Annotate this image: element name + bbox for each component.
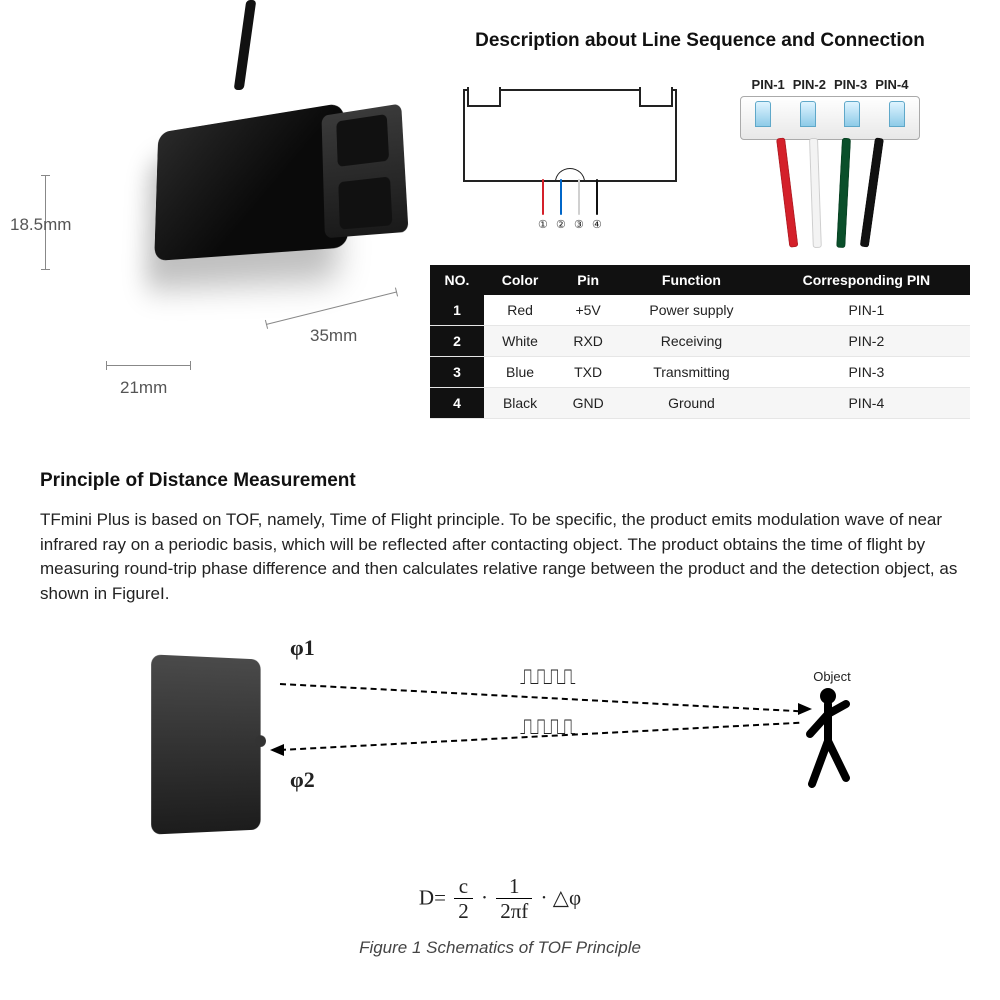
table-cell: PIN-4 bbox=[763, 388, 970, 419]
table-cell: 4 bbox=[430, 388, 484, 419]
principle-heading: Principle of Distance Measurement bbox=[40, 470, 960, 492]
dim-length-label: 35mm bbox=[310, 326, 357, 346]
tof-diagram: φ1 ⎍⎍⎍⎍ ⎍⎍⎍⎍ φ2 Object bbox=[120, 629, 880, 869]
table-header: Corresponding PIN bbox=[763, 265, 970, 295]
connector-diagram: PIN-1 PIN-2 PIN-3 PIN-4 bbox=[715, 77, 945, 247]
dim-width-label: 21mm bbox=[120, 378, 167, 398]
outgoing-wave-icon: ⎍⎍⎍⎍ bbox=[520, 665, 574, 690]
connector-wire bbox=[776, 137, 798, 247]
table-row: 2WhiteRXDReceivingPIN-2 bbox=[430, 326, 970, 357]
table-cell: White bbox=[484, 326, 556, 357]
connector-wire bbox=[809, 138, 822, 248]
sensor-body bbox=[154, 103, 348, 261]
table-row: 3BlueTXDTransmittingPIN-3 bbox=[430, 357, 970, 388]
table-cell: 1 bbox=[430, 295, 484, 326]
rear-wire: ① bbox=[542, 179, 544, 215]
arrow-return bbox=[270, 744, 284, 756]
table-cell: PIN-3 bbox=[763, 357, 970, 388]
rear-wire: ② bbox=[560, 179, 562, 215]
rear-view-diagram: ①②③④ bbox=[455, 77, 685, 227]
dim-line-width bbox=[106, 365, 191, 366]
connector-wire bbox=[836, 138, 851, 248]
pin-label: PIN-2 bbox=[793, 77, 826, 92]
table-cell: Transmitting bbox=[620, 357, 763, 388]
table-cell: PIN-1 bbox=[763, 295, 970, 326]
connector-wire bbox=[860, 137, 884, 247]
table-cell: 2 bbox=[430, 326, 484, 357]
table-cell: GND bbox=[556, 388, 620, 419]
table-header: Color bbox=[484, 265, 556, 295]
phi2-label: φ2 bbox=[290, 767, 315, 793]
tof-sensor-icon bbox=[151, 654, 260, 834]
object-label: Object bbox=[802, 669, 862, 684]
table-cell: Power supply bbox=[620, 295, 763, 326]
table-cell: Black bbox=[484, 388, 556, 419]
sensor-cable bbox=[234, 0, 257, 90]
pin-table: NO.ColorPinFunctionCorresponding PIN 1Re… bbox=[430, 265, 970, 419]
dim-line-length bbox=[266, 291, 397, 325]
table-header: Pin bbox=[556, 265, 620, 295]
phi1-label: φ1 bbox=[290, 635, 315, 661]
table-cell: PIN-2 bbox=[763, 326, 970, 357]
table-cell: TXD bbox=[556, 357, 620, 388]
figure-caption: Figure 1 Schematics of TOF Principle bbox=[40, 938, 960, 958]
sensor-dimension-image: 18.5mm 21mm 35mm bbox=[20, 0, 420, 440]
table-row: 1Red+5VPower supplyPIN-1 bbox=[430, 295, 970, 326]
table-header: Function bbox=[620, 265, 763, 295]
table-cell: Ground bbox=[620, 388, 763, 419]
table-cell: Blue bbox=[484, 357, 556, 388]
table-row: 4BlackGNDGroundPIN-4 bbox=[430, 388, 970, 419]
table-cell: 3 bbox=[430, 357, 484, 388]
pin-label: PIN-3 bbox=[834, 77, 867, 92]
pin-label: PIN-1 bbox=[752, 77, 785, 92]
rear-wire: ③ bbox=[578, 179, 580, 215]
table-cell: +5V bbox=[556, 295, 620, 326]
table-cell: RXD bbox=[556, 326, 620, 357]
object-person-icon: Object bbox=[802, 669, 862, 789]
table-cell: Receiving bbox=[620, 326, 763, 357]
return-wave-icon: ⎍⎍⎍⎍ bbox=[520, 715, 574, 740]
pin-label: PIN-4 bbox=[875, 77, 908, 92]
principle-body: TFmini Plus is based on TOF, namely, Tim… bbox=[40, 508, 960, 607]
tof-formula: D= c2 · 12πf · △φ bbox=[40, 875, 960, 924]
rear-wire: ④ bbox=[596, 179, 598, 215]
table-header: NO. bbox=[430, 265, 484, 295]
table-cell: Red bbox=[484, 295, 556, 326]
description-title: Description about Line Sequence and Conn… bbox=[420, 30, 980, 52]
dim-height-label: 18.5mm bbox=[10, 215, 71, 235]
formula-lhs: D= bbox=[419, 885, 446, 909]
